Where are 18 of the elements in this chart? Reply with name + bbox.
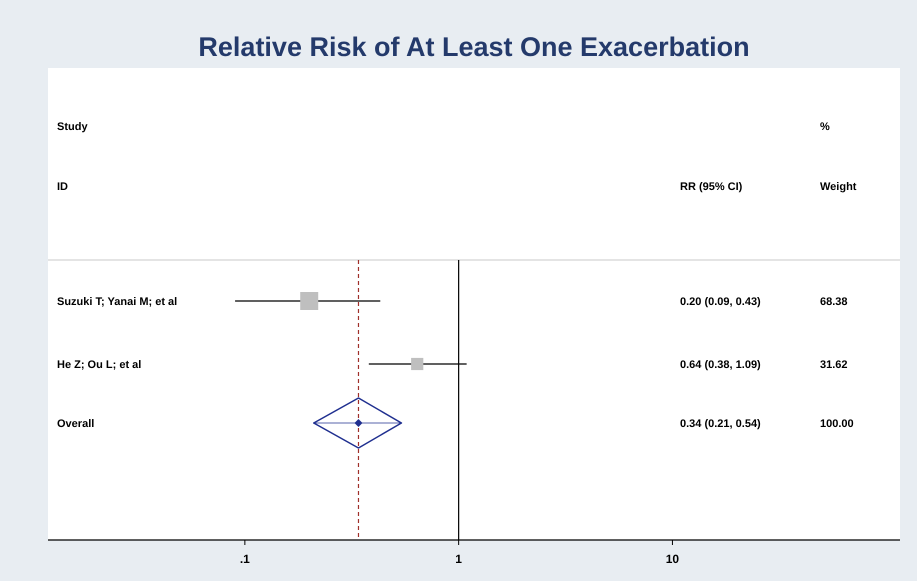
annotation: 31.62 [820, 359, 848, 371]
x-tick-label: 1 [455, 552, 462, 566]
text: RR (95% CI) [680, 181, 743, 193]
text: 0.20 (0.09, 0.43) [680, 296, 761, 308]
y-tick-label: Suzuki T; Yanai M; et al [57, 296, 178, 308]
annotation: 100.00 [820, 418, 854, 430]
y-tick-label: Overall [57, 418, 94, 430]
text: 0.34 (0.21, 0.54) [680, 418, 761, 430]
chart-title: Relative Risk of At Least One Exacerbation [198, 32, 750, 62]
text: % [820, 121, 830, 133]
text: Weight [820, 181, 857, 193]
text: 0.64 (0.38, 1.09) [680, 359, 761, 371]
x-tick-label: .1 [240, 552, 250, 566]
text: Study [57, 121, 88, 133]
text: ID [57, 181, 68, 193]
annotation: 68.38 [820, 296, 848, 308]
x-tick-label: 10 [666, 552, 680, 566]
y-tick-label: He Z; Ou L; et al [57, 359, 142, 371]
